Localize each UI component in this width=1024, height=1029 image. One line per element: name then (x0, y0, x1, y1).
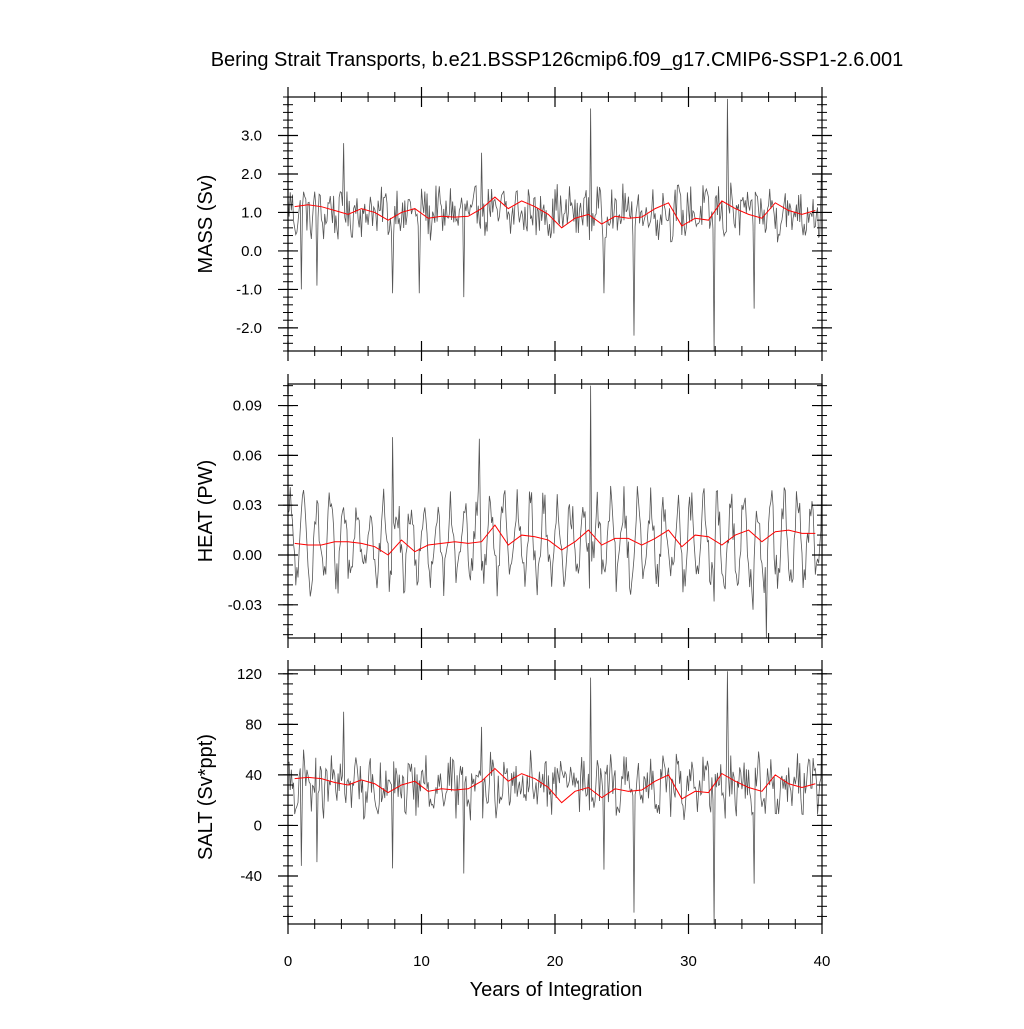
y-axis-label: SALT (Sv*ppt) (195, 734, 217, 860)
y-tick-label: 2.0 (241, 166, 262, 183)
panels: -2.0 -1.0 0.0 1.0 2.0 3.0 MASS (Sv) -0.03 0.00 0.… (195, 87, 832, 970)
y-tick-label: 0 (254, 817, 262, 834)
panel-mass: -2.0 -1.0 0.0 1.0 2.0 3.0 MASS (Sv) (195, 87, 832, 361)
y-tick-label: 1.0 (241, 204, 262, 221)
y-tick-label: -0.03 (228, 597, 262, 614)
monthly-series-line (288, 385, 822, 638)
x-tick-label: 10 (413, 953, 430, 970)
y-tick-label: -2.0 (236, 320, 262, 337)
y-tick-label: 120 (237, 666, 262, 683)
panel-heat: -0.03 0.00 0.03 0.06 0.09 HEAT (PW) (195, 374, 832, 648)
x-tick-label: 0 (284, 953, 292, 970)
monthly-series-line (288, 671, 822, 924)
y-tick-label: 0.03 (233, 497, 262, 514)
annual-mean-line (294, 767, 816, 804)
x-tick-label: 30 (680, 953, 697, 970)
y-axis-label: MASS (Sv) (195, 175, 217, 274)
y-tick-label: 80 (245, 716, 262, 733)
y-axis-label: HEAT (PW) (195, 460, 217, 563)
y-tick-label: 0.00 (233, 547, 262, 564)
y-tick-label: -40 (240, 868, 262, 885)
annual-mean-line (294, 524, 816, 556)
chart-title: Bering Strait Transports, b.e21.BSSP126c… (211, 49, 904, 71)
y-tick-label: -1.0 (236, 281, 262, 298)
x-axis-label: Years of Integration (470, 979, 643, 1001)
y-tick-label: 0.06 (233, 447, 262, 464)
annual-mean-line (294, 196, 816, 229)
x-tick-label: 40 (814, 953, 831, 970)
x-tick-label: 20 (547, 953, 564, 970)
panel-frame (287, 669, 823, 925)
panel-salt: -40 0 40 80 120 SALT (Sv*ppt) (195, 660, 832, 934)
y-tick-label: 0.0 (241, 243, 262, 260)
monthly-series-line (288, 98, 822, 351)
y-tick-label: 0.09 (233, 398, 262, 415)
y-tick-label: 40 (245, 767, 262, 784)
y-tick-label: 3.0 (241, 127, 262, 144)
